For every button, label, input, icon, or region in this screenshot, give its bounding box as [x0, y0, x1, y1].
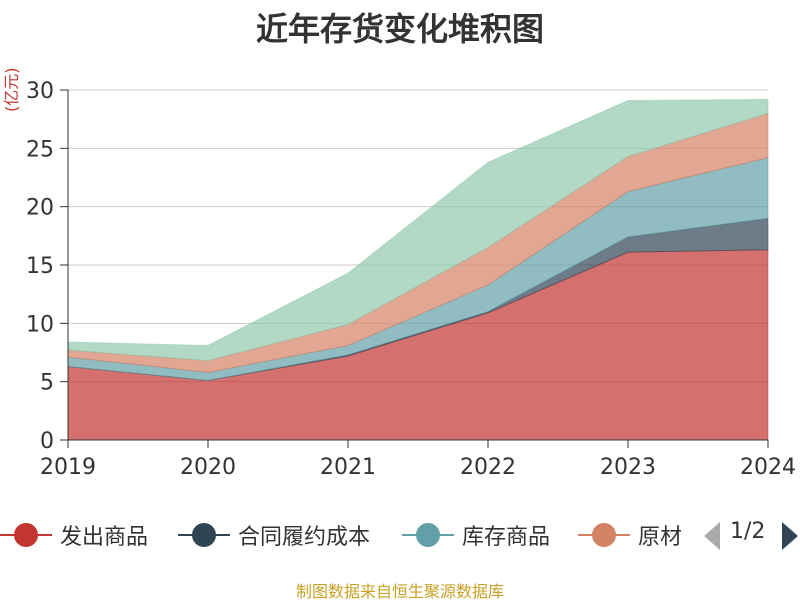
- x-tick-label-2023: 2023: [600, 455, 656, 480]
- legend-pager: 1/2: [700, 512, 800, 558]
- legend-dot-fachu: [14, 523, 38, 547]
- pager-next-icon[interactable]: [782, 522, 798, 550]
- source-note: 制图数据来自恒生聚源数据库: [295, 582, 504, 601]
- legend-marker-fachu: [0, 520, 52, 550]
- x-tick-label-2021: 2021: [320, 455, 376, 480]
- legend: 发出商品 合同履约成本 库存商品 原材 1/2: [0, 512, 800, 558]
- y-tick-label-10: 10: [26, 312, 54, 337]
- axes: 0 5 10 15 20 25 30 2019 2020 2021 2022 2023 2024: [26, 79, 796, 480]
- y-tick-label-5: 5: [40, 371, 54, 396]
- stacked-area-chart: 0 5 10 15 20 25 30 2019 2020 2021 2022 2023 2024: [26, 79, 796, 480]
- area-series-group: [67, 98, 769, 441]
- x-tick-label-2024: 2024: [740, 455, 796, 480]
- legend-label-kucun: 库存商品: [462, 525, 551, 550]
- legend-item-kucun[interactable]: 库存商品: [402, 520, 550, 550]
- legend-marker-hetong: [178, 520, 230, 550]
- x-tick-label-2022: 2022: [460, 455, 516, 480]
- y-tick-label-0: 0: [40, 429, 54, 454]
- legend-label-hetong: 合同履约成本: [238, 525, 371, 550]
- legend-item-hetong[interactable]: 合同履约成本: [178, 520, 370, 550]
- legend-dot-hetong: [192, 523, 216, 547]
- y-tick-label-25: 25: [26, 137, 54, 162]
- pager-prev-icon[interactable]: [704, 522, 720, 550]
- legend-item-yuancai[interactable]: 原材: [578, 520, 682, 550]
- area-series-4: [67, 98, 769, 362]
- y-tick-label-15: 15: [26, 254, 54, 279]
- legend-dot-kucun: [416, 523, 440, 547]
- x-tick-label-2019: 2019: [40, 455, 96, 480]
- chart-title: 近年存货变化堆积图: [255, 10, 544, 48]
- legend-dot-yuancai: [592, 523, 616, 547]
- legend-label-fachu: 发出商品: [60, 525, 149, 550]
- legend-marker-kucun: [402, 520, 454, 550]
- pager-page-indicator: 1/2: [730, 519, 766, 544]
- legend-item-fachu[interactable]: 发出商品: [0, 520, 148, 550]
- x-tick-label-2020: 2020: [180, 455, 236, 480]
- y-tick-label-20: 20: [26, 196, 54, 221]
- legend-label-yuancai: 原材: [638, 525, 683, 550]
- y-tick-label-30: 30: [26, 79, 54, 104]
- legend-marker-yuancai: [578, 520, 630, 550]
